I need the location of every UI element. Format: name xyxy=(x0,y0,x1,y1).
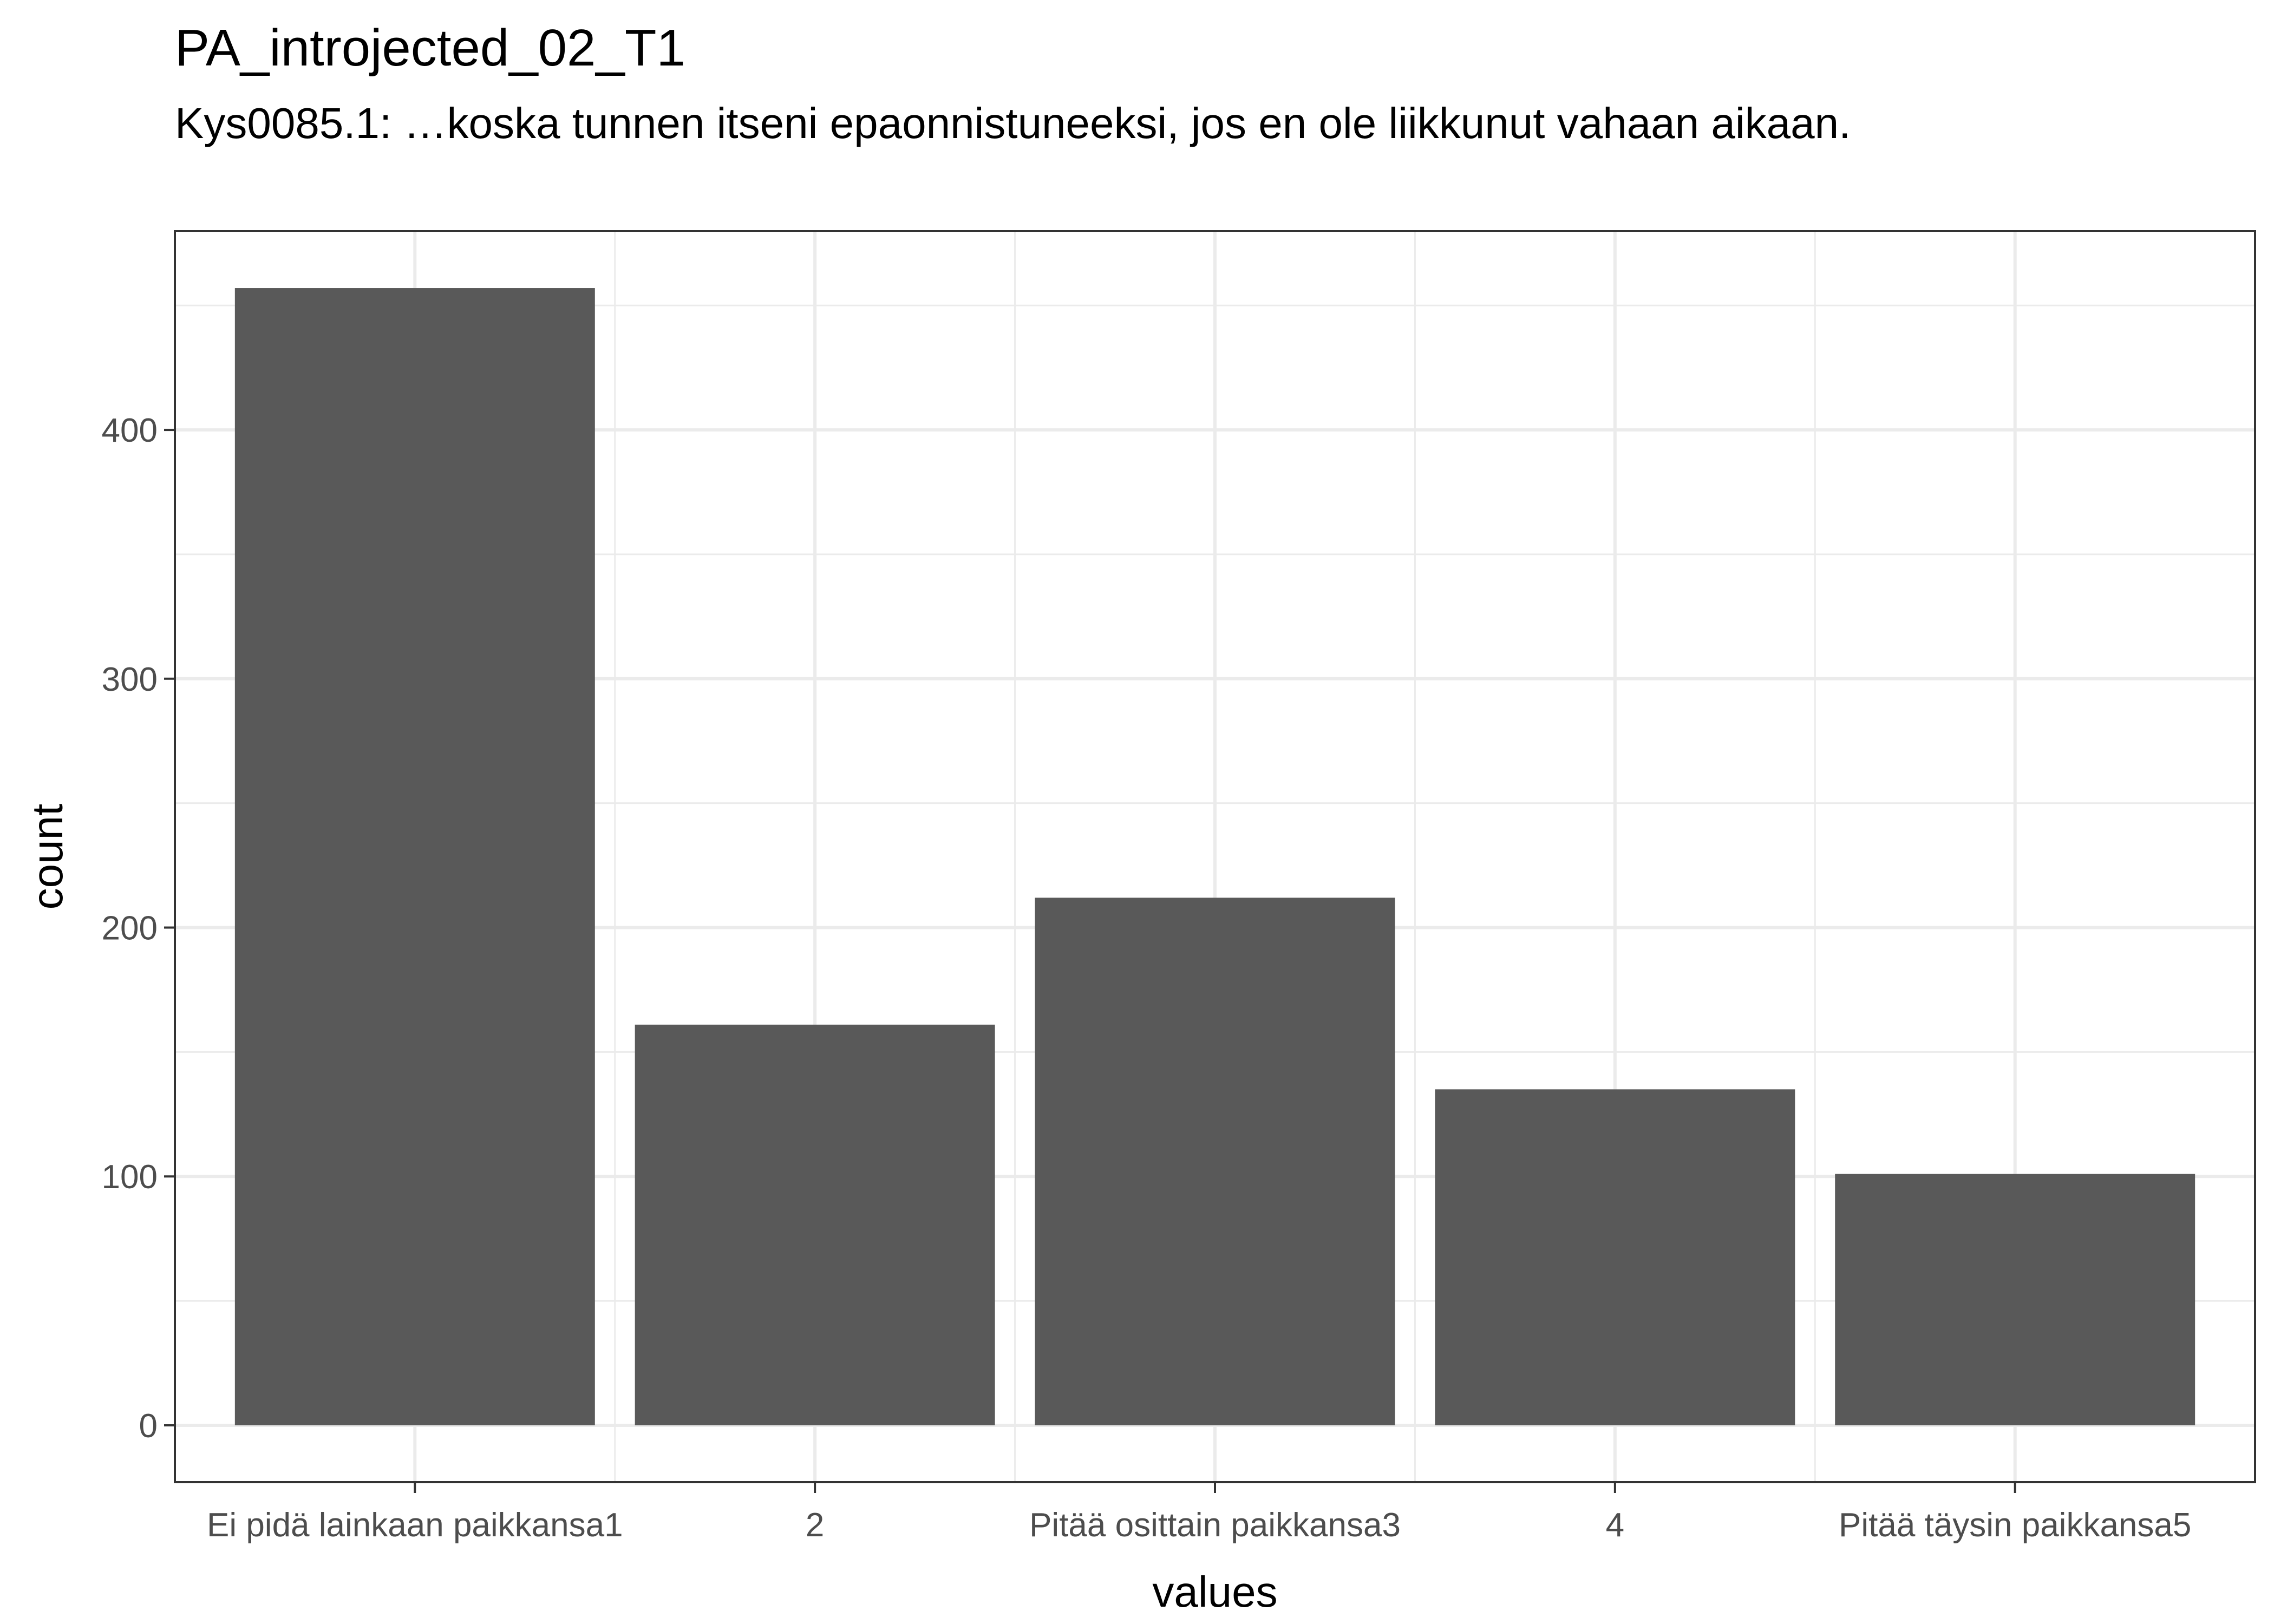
y-tick-label: 300 xyxy=(102,661,158,698)
x-axis: Ei pidä lainkaan paikkansa1 2 Pitää ositta… xyxy=(207,1482,2191,1544)
bar xyxy=(1435,1089,1795,1425)
bar xyxy=(234,288,595,1425)
x-tick-label: Pitää täysin paikkansa5 xyxy=(1839,1507,2191,1544)
x-tick-label: 4 xyxy=(1606,1507,1624,1544)
y-axis-title: count xyxy=(23,804,71,910)
y-axis: 0 100 200 300 400 xyxy=(102,412,175,1445)
bar xyxy=(635,1024,995,1425)
y-tick-label: 400 xyxy=(102,412,158,449)
y-tick-label: 0 xyxy=(139,1407,158,1445)
bar xyxy=(1035,898,1395,1425)
y-tick-label: 200 xyxy=(102,910,158,947)
x-tick-label: Pitää osittain paikkansa3 xyxy=(1029,1507,1401,1544)
x-tick-label: 2 xyxy=(806,1507,824,1544)
chart-subtitle: Kys0085.1: …koska tunnen itseni epaonnis… xyxy=(175,99,1851,147)
chart-title: PA_introjected_02_T1 xyxy=(175,19,685,77)
x-tick-label: Ei pidä lainkaan paikkansa1 xyxy=(207,1507,623,1544)
x-axis-title: values xyxy=(1152,1568,1277,1616)
bar xyxy=(1835,1174,2195,1425)
y-tick-label: 100 xyxy=(102,1158,158,1196)
bars xyxy=(234,288,2195,1425)
